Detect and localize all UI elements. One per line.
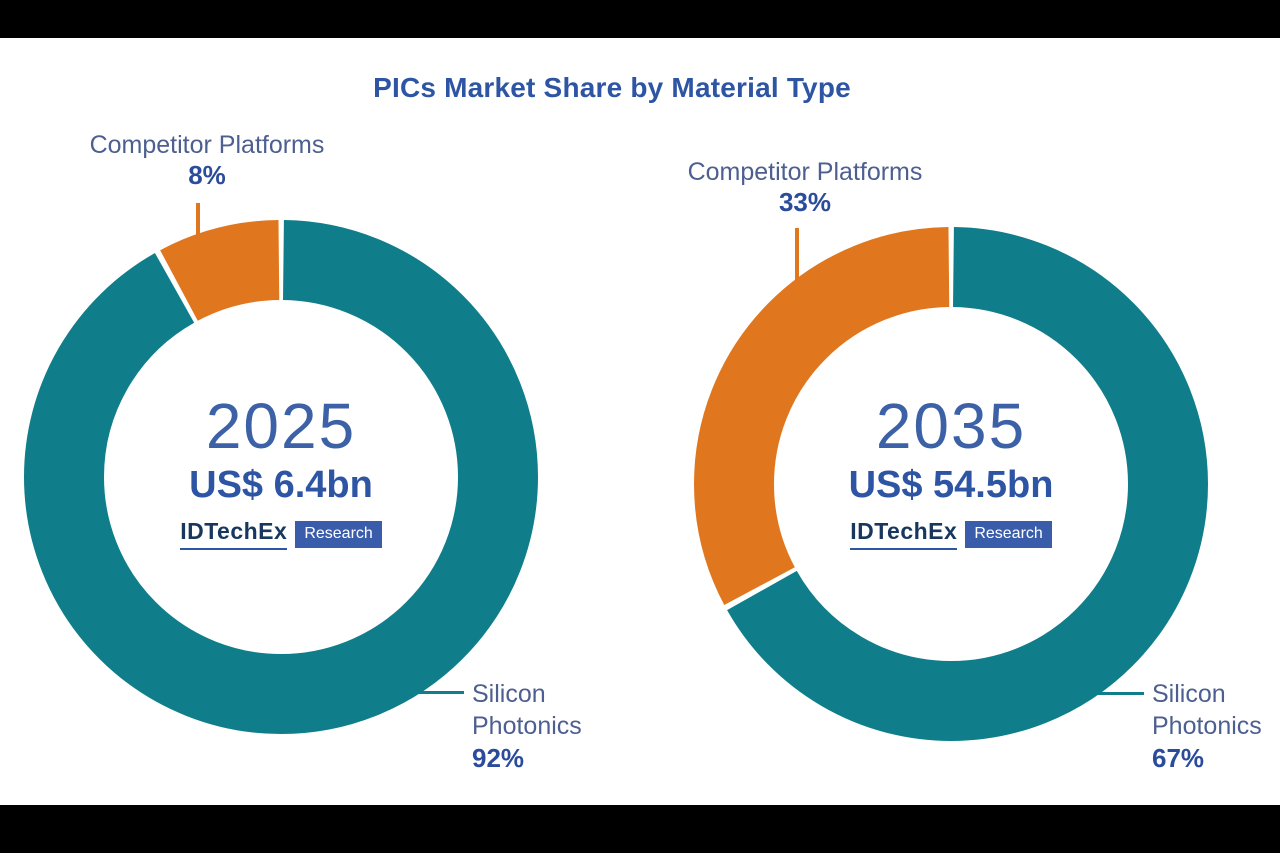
- donut-segment-silicon-photonics: [24, 220, 538, 734]
- callout-competitor-label: Competitor Platforms: [89, 131, 325, 159]
- callout-competitor-pct: 33%: [778, 187, 832, 217]
- idtechex-logo-brand: IDTechEx: [850, 518, 958, 550]
- donut-value-2025: US$ 6.4bn: [189, 464, 373, 506]
- leader-line-competitor-2035: [795, 228, 799, 286]
- callout-silicon-label-line2: Photonics: [1152, 712, 1262, 740]
- donut-year-2025: 2025: [205, 390, 357, 462]
- callout-competitor-2035: Competitor Platforms 33%: [660, 157, 950, 217]
- donut-chart-2035: [694, 227, 1208, 741]
- letterbox-bottom: [0, 805, 1280, 853]
- chart-title: PICs Market Share by Material Type: [373, 72, 851, 103]
- donut-segment-competitor-platforms: [694, 227, 1208, 741]
- letterbox-top: [0, 0, 1280, 38]
- callout-silicon-label-line2: Photonics: [472, 712, 582, 740]
- idtechex-logo-research-badge: Research: [965, 520, 1052, 548]
- idtechex-logo: IDTechEx Research: [81, 518, 481, 550]
- donut-value-2035: US$ 54.5bn: [848, 464, 1054, 506]
- callout-silicon-pct: 92%: [472, 743, 525, 773]
- leader-line-competitor-2025: [196, 203, 200, 245]
- donut-year-2035: 2035: [875, 390, 1027, 462]
- callout-competitor-2025: Competitor Platforms 8%: [62, 130, 352, 190]
- callout-silicon-2035: Silicon Photonics 67%: [1152, 678, 1280, 774]
- donut-chart-2025: [24, 220, 538, 734]
- leader-line-silicon-2025: [400, 691, 464, 694]
- leader-line-silicon-2035: [1082, 692, 1144, 695]
- callout-silicon-label-line1: Silicon: [1152, 680, 1226, 708]
- idtechex-logo-research-badge: Research: [295, 520, 382, 548]
- idtechex-logo: IDTechEx Research: [751, 518, 1151, 550]
- idtechex-logo-brand: IDTechEx: [180, 518, 288, 550]
- donut-center-2025: 2025 US$ 6.4bn IDTechEx Research: [81, 394, 481, 550]
- callout-competitor-pct: 8%: [188, 160, 226, 190]
- callout-silicon-2025: Silicon Photonics 92%: [472, 678, 652, 774]
- donut-segment-silicon-photonics: [694, 227, 1208, 741]
- callout-silicon-pct: 67%: [1152, 743, 1205, 773]
- callout-silicon-label-line1: Silicon: [472, 680, 546, 708]
- callout-competitor-label: Competitor Platforms: [687, 158, 923, 186]
- donut-center-2035: 2035 US$ 54.5bn IDTechEx Research: [751, 394, 1151, 550]
